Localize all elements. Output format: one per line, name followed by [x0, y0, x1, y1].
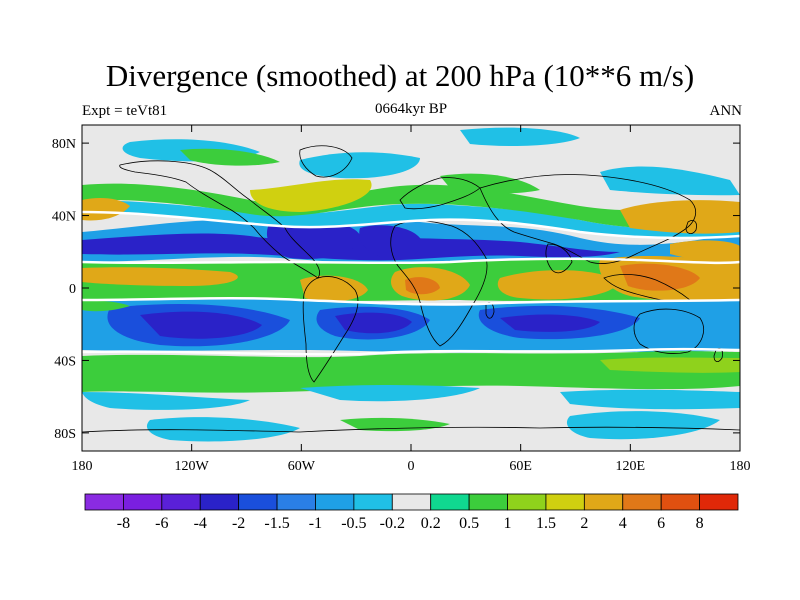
south-pacific-deep-convergence — [140, 311, 262, 339]
arctic-blue-2 — [299, 152, 420, 179]
nw-pacific-divergence — [670, 240, 740, 263]
colorbar-swatch — [430, 493, 470, 511]
colorbar-label: -8 — [117, 515, 130, 532]
antarctic-blue-2 — [566, 411, 720, 440]
amazon-divergence — [300, 275, 368, 302]
lon-tick-label: 60E — [509, 459, 532, 474]
coastlines — [82, 145, 740, 433]
pacific-deep-convergence — [266, 218, 360, 260]
antarctic-blue-1 — [146, 417, 300, 442]
coast-antarctica — [82, 426, 740, 433]
colorbar-label: -6 — [155, 515, 168, 532]
colorbar-swatch — [699, 493, 739, 511]
atlantic-deep-convergence — [359, 225, 421, 259]
colorbar-label: -1 — [309, 515, 322, 532]
lat-tick-label: 40S — [54, 354, 76, 369]
arctic-green-2 — [440, 173, 540, 194]
colorbar-label: -2 — [232, 515, 245, 532]
colorbar-swatch — [507, 493, 547, 511]
colorbar-label: -4 — [194, 515, 207, 532]
lon-tick-label: 120E — [616, 459, 646, 474]
pacific-itcz — [82, 267, 238, 286]
se-pacific-green — [82, 300, 130, 312]
lon-tick-label: 0 — [408, 459, 415, 474]
lon-tick-label: 60W — [288, 459, 316, 474]
map-plot-area — [82, 125, 740, 451]
nh-jet-green — [82, 183, 740, 229]
colorbar-label: 1 — [504, 515, 512, 532]
lat-tick-label: 80N — [52, 137, 76, 152]
colorbar-swatch — [353, 493, 393, 511]
colorbar-label: 4 — [619, 515, 627, 532]
plot-title: Divergence (smoothed) at 200 hPa (10**6 … — [105, 58, 695, 93]
africa-strong-divergence — [405, 277, 440, 295]
indian-ocean-divergence — [497, 270, 620, 300]
lat-tick-label: 80S — [54, 427, 76, 442]
coast-greenland — [299, 145, 353, 178]
colorbar-label: 0.5 — [459, 515, 479, 532]
lon-tick-label: 180 — [730, 459, 751, 474]
colorbar-label: 2 — [580, 515, 588, 532]
colorbar-swatch — [161, 493, 201, 511]
arctic-blue-3 — [460, 127, 580, 146]
sh-jet-blue-1 — [82, 392, 250, 410]
north-pacific-jet — [620, 200, 740, 234]
coast-north-america — [119, 160, 320, 279]
coast-asia — [479, 174, 697, 264]
lat-tick-label: 0 — [69, 282, 76, 297]
colorbar-label: -0.5 — [341, 515, 366, 532]
coast-japan — [685, 220, 697, 234]
arctic-blue-4 — [600, 166, 740, 196]
colorbar-swatch — [391, 493, 432, 511]
time-label: 0664kyr BP — [374, 101, 448, 117]
colorbar-label: -1.5 — [264, 515, 289, 532]
zero-contours — [82, 210, 740, 356]
sh-jet-blue-3 — [560, 389, 740, 410]
colorbar: -8 -6 -4 -2 -1.5 -1 -0.5 -0.2 0.2 0.5 1 1.5 2 4 6 8 — [84, 493, 739, 532]
sh-yellow-green — [600, 357, 740, 373]
north-atlantic-jet — [250, 179, 372, 212]
colorbar-swatch — [660, 493, 700, 511]
colorbar-swatch — [545, 493, 585, 511]
colorbar-swatch — [199, 493, 240, 511]
lon-tick-label: 120W — [175, 459, 210, 474]
colorbar-label: -0.2 — [380, 515, 405, 532]
colorbar-label: 8 — [696, 515, 704, 532]
nw-pacific-jet — [82, 198, 130, 221]
colorbar-swatch — [276, 493, 316, 511]
colorbar-label: 0.2 — [421, 515, 441, 532]
coast-australia — [633, 308, 704, 354]
colorbar-swatch — [468, 493, 508, 511]
arctic-green-1 — [180, 148, 280, 166]
coast-south-america — [302, 276, 359, 383]
colorbar-swatch — [238, 493, 278, 511]
coast-africa — [390, 220, 488, 347]
maritime-strong-divergence — [620, 263, 700, 291]
coast-india — [545, 243, 573, 274]
colorbar-label: 6 — [657, 515, 665, 532]
lat-tick-label: 40N — [52, 210, 76, 225]
colorbar-label: 1.5 — [536, 515, 556, 532]
colorbar-swatch — [315, 493, 355, 511]
colorbar-swatch — [583, 493, 624, 511]
lon-tick-label: 180 — [72, 459, 93, 474]
nh-midlat-blue — [82, 200, 740, 239]
contour-fills — [82, 127, 740, 442]
sh-jet-blue-2 — [300, 385, 480, 402]
colorbar-swatch — [84, 493, 124, 511]
season-label: ANN — [709, 103, 743, 119]
colorbar-swatch — [622, 493, 662, 511]
south-indian-deep-convergence — [500, 314, 600, 332]
sh-jet-green — [82, 351, 740, 393]
experiment-label: Expt = teVt81 — [82, 103, 168, 119]
colorbar-swatch — [123, 493, 163, 511]
axis-ticks: 80N 40N 0 40S 80S 180 120W 60W 0 60E 120E 180 — [52, 125, 751, 474]
